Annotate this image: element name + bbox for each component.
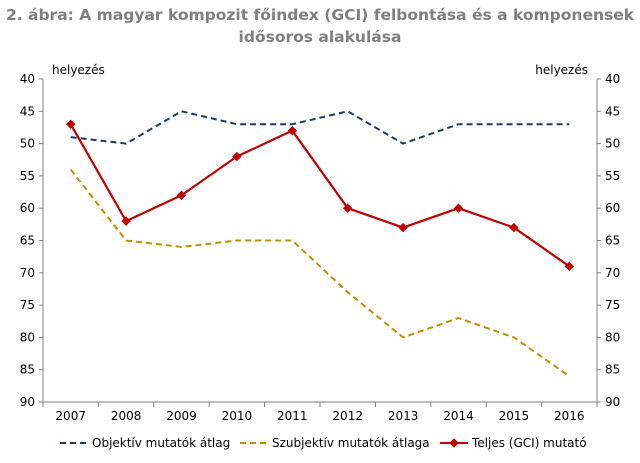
x-tick-label: 2010 bbox=[222, 409, 253, 423]
y-axis-label-left: helyezés bbox=[52, 63, 105, 77]
y-tick-label-left: 40 bbox=[20, 72, 35, 86]
legend-label-2: Szubjektív mutatók átlaga bbox=[272, 436, 430, 450]
x-tick-label: 2015 bbox=[499, 409, 530, 423]
chart-title: 2. ábra: A magyar kompozit főindex (GCI)… bbox=[5, 6, 635, 46]
y-tick-label-right: 65 bbox=[605, 234, 620, 248]
data-point-marker bbox=[121, 216, 131, 226]
data-point-marker bbox=[509, 222, 519, 233]
x-tick-label: 2016 bbox=[554, 409, 585, 423]
legend-marker bbox=[449, 438, 459, 448]
series-line-3 bbox=[69, 123, 570, 268]
x-tick-label: 2012 bbox=[332, 409, 363, 423]
data-point-marker bbox=[398, 222, 408, 233]
data-point-marker bbox=[287, 125, 298, 136]
y-tick-label-right: 85 bbox=[605, 363, 620, 377]
x-tick-label: 2011 bbox=[277, 409, 308, 423]
y-tick-label-left: 70 bbox=[20, 266, 35, 280]
y-tick-label-right: 55 bbox=[605, 169, 620, 183]
y-tick-label-left: 85 bbox=[20, 363, 35, 377]
data-point-marker bbox=[342, 203, 353, 213]
y-tick-label-left: 65 bbox=[20, 234, 35, 248]
series-line-1 bbox=[70, 110, 570, 145]
data-point-marker bbox=[232, 151, 242, 162]
y-tick-label-left: 50 bbox=[20, 137, 35, 151]
x-tick-label: 2008 bbox=[111, 409, 142, 423]
y-tick-label-right: 45 bbox=[605, 104, 620, 118]
y-tick-label-right: 40 bbox=[605, 72, 620, 86]
y-tick-label-left: 80 bbox=[20, 330, 35, 344]
y-axis-label-right: helyezés bbox=[535, 63, 588, 77]
y-tick-label-right: 80 bbox=[605, 330, 620, 344]
y-tick-label-left: 60 bbox=[20, 201, 35, 215]
y-tick-label-right: 60 bbox=[605, 201, 620, 215]
y-tick-label-right: 70 bbox=[605, 266, 620, 280]
y-tick-label-left: 45 bbox=[20, 104, 35, 118]
y-tick-label-right: 50 bbox=[605, 137, 620, 151]
x-tick-label: 2014 bbox=[443, 409, 474, 423]
y-tick-label-left: 55 bbox=[20, 169, 35, 183]
y-tick-label-right: 90 bbox=[605, 395, 620, 409]
series-line-2 bbox=[69, 168, 570, 377]
y-tick-label-left: 75 bbox=[20, 298, 35, 312]
x-tick-label: 2007 bbox=[55, 409, 86, 423]
legend-label-3: Teljes (GCI) mutató bbox=[471, 436, 587, 450]
x-tick-label: 2009 bbox=[166, 409, 197, 423]
data-point-marker bbox=[564, 261, 575, 272]
data-point-marker bbox=[453, 203, 464, 213]
data-point-marker bbox=[176, 190, 187, 200]
y-tick-label-right: 75 bbox=[605, 298, 620, 312]
x-tick-label: 2013 bbox=[388, 409, 419, 423]
data-point-marker bbox=[65, 119, 76, 129]
legend-label-1: Objektív mutatók átlag bbox=[92, 436, 230, 450]
y-tick-label-left: 90 bbox=[20, 395, 35, 409]
